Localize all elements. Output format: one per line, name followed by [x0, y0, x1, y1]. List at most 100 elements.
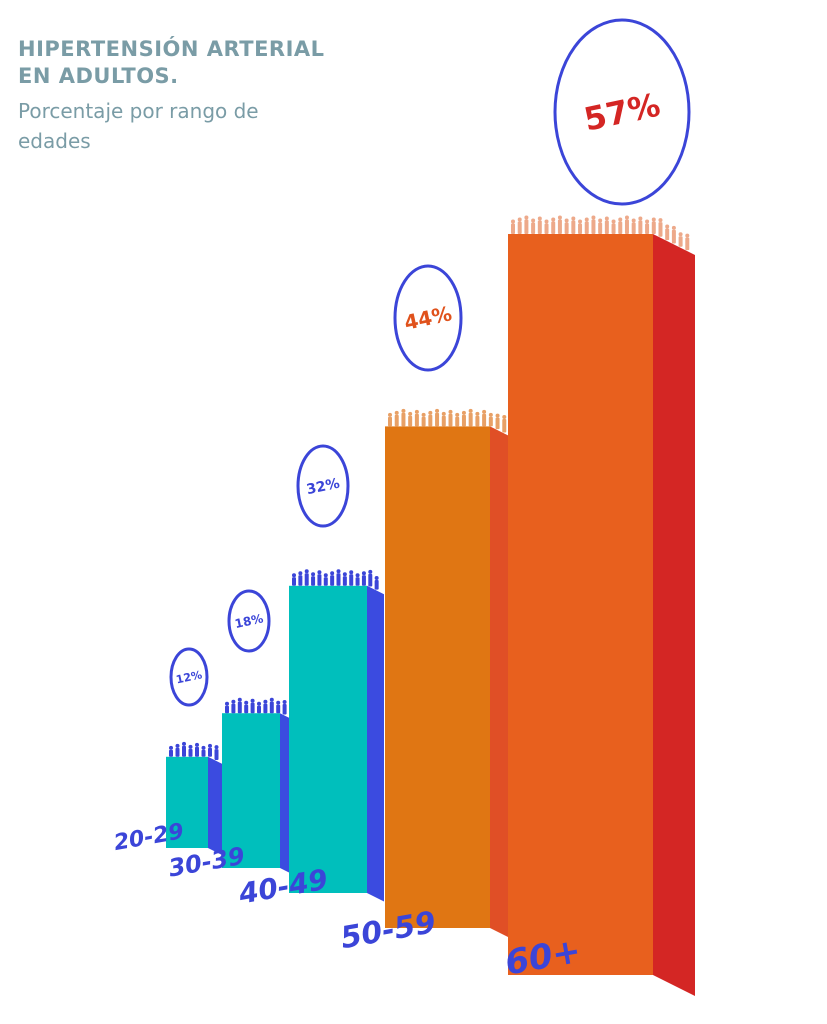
person-head: [557, 215, 562, 220]
person-body: [214, 749, 219, 761]
person-body: [611, 223, 616, 234]
person-body: [517, 221, 522, 234]
person-head: [488, 412, 493, 417]
person-head: [584, 217, 589, 222]
person-head: [342, 572, 347, 577]
bar-20-29: 12% 20-29: [112, 647, 224, 856]
person-body: [323, 577, 328, 586]
person-body: [342, 576, 347, 586]
person-head: [374, 576, 379, 581]
person-body: [208, 747, 212, 757]
person-body: [182, 745, 186, 757]
bar-side: [490, 426, 512, 939]
person-body: [282, 704, 287, 715]
percent-label: 57%: [581, 86, 664, 139]
person-body: [175, 747, 180, 757]
person-head: [231, 699, 236, 704]
person-head: [435, 408, 440, 413]
person-head: [250, 698, 255, 703]
person-body: [578, 223, 583, 234]
person-head: [511, 219, 515, 224]
person-head: [495, 413, 500, 418]
person-head: [678, 232, 683, 237]
person-head: [651, 217, 656, 222]
person-body: [250, 702, 255, 714]
person-head: [428, 410, 433, 415]
person-body: [225, 705, 229, 714]
person-body: [557, 219, 562, 234]
person-body: [685, 237, 690, 251]
person-head: [611, 219, 616, 224]
person-head: [188, 744, 193, 749]
person-head: [169, 745, 173, 750]
person-head: [257, 701, 261, 706]
person-body: [511, 223, 515, 234]
people-silhouettes: [292, 569, 379, 590]
percent-label: 18%: [234, 611, 265, 631]
person-head: [421, 412, 426, 417]
person-body: [435, 412, 440, 427]
person-head: [208, 743, 212, 748]
category-label: 40-49: [235, 863, 330, 911]
people-silhouettes: [225, 697, 287, 715]
person-head: [441, 411, 446, 416]
person-body: [618, 221, 623, 234]
person-body: [263, 703, 268, 714]
person-body: [237, 701, 242, 714]
person-head: [524, 215, 529, 220]
bar-front: [166, 756, 208, 848]
person-head: [349, 570, 354, 575]
person-head: [531, 218, 536, 223]
person-head: [665, 224, 670, 229]
person-head: [618, 217, 623, 222]
percent-label: 44%: [402, 301, 454, 334]
person-head: [685, 233, 690, 238]
person-body: [488, 416, 493, 427]
person-head: [461, 410, 466, 415]
bar-front: [222, 713, 280, 868]
percent-ellipse: [169, 647, 209, 707]
person-head: [482, 409, 487, 414]
person-body: [269, 701, 274, 714]
chart-title: HIPERTENSIÓN ARTERIAL EN ADULTOS.: [18, 37, 325, 88]
person-body: [631, 222, 636, 234]
person-head: [201, 745, 206, 750]
person-head: [564, 218, 569, 223]
percent-ellipse: [296, 444, 350, 528]
person-head: [658, 218, 663, 223]
person-head: [214, 745, 219, 750]
person-body: [304, 573, 309, 586]
person-body: [374, 580, 379, 590]
person-head: [468, 408, 473, 413]
person-body: [311, 576, 316, 586]
person-body: [448, 413, 453, 427]
person-body: [292, 577, 296, 586]
person-body: [495, 417, 500, 430]
person-head: [624, 215, 629, 220]
person-body: [564, 222, 569, 234]
person-head: [604, 216, 609, 221]
person-head: [671, 225, 676, 230]
person-body: [537, 220, 542, 234]
person-body: [317, 574, 322, 586]
person-body: [604, 220, 609, 234]
person-body: [524, 219, 529, 234]
person-body: [276, 704, 281, 714]
percent-ellipse: [227, 589, 271, 653]
person-body: [394, 414, 399, 427]
person-body: [336, 573, 341, 586]
person-head: [304, 569, 309, 574]
person-body: [330, 575, 335, 586]
bar-side: [653, 234, 695, 996]
person-head: [475, 411, 480, 416]
person-head: [571, 216, 576, 221]
person-body: [388, 416, 392, 427]
person-body: [298, 575, 303, 586]
person-head: [263, 699, 268, 704]
person-body: [195, 746, 199, 757]
category-label: 20-29: [112, 819, 186, 856]
person-head: [517, 217, 522, 222]
person-head: [195, 742, 199, 747]
bar-side: [208, 756, 224, 856]
person-head: [578, 219, 583, 224]
